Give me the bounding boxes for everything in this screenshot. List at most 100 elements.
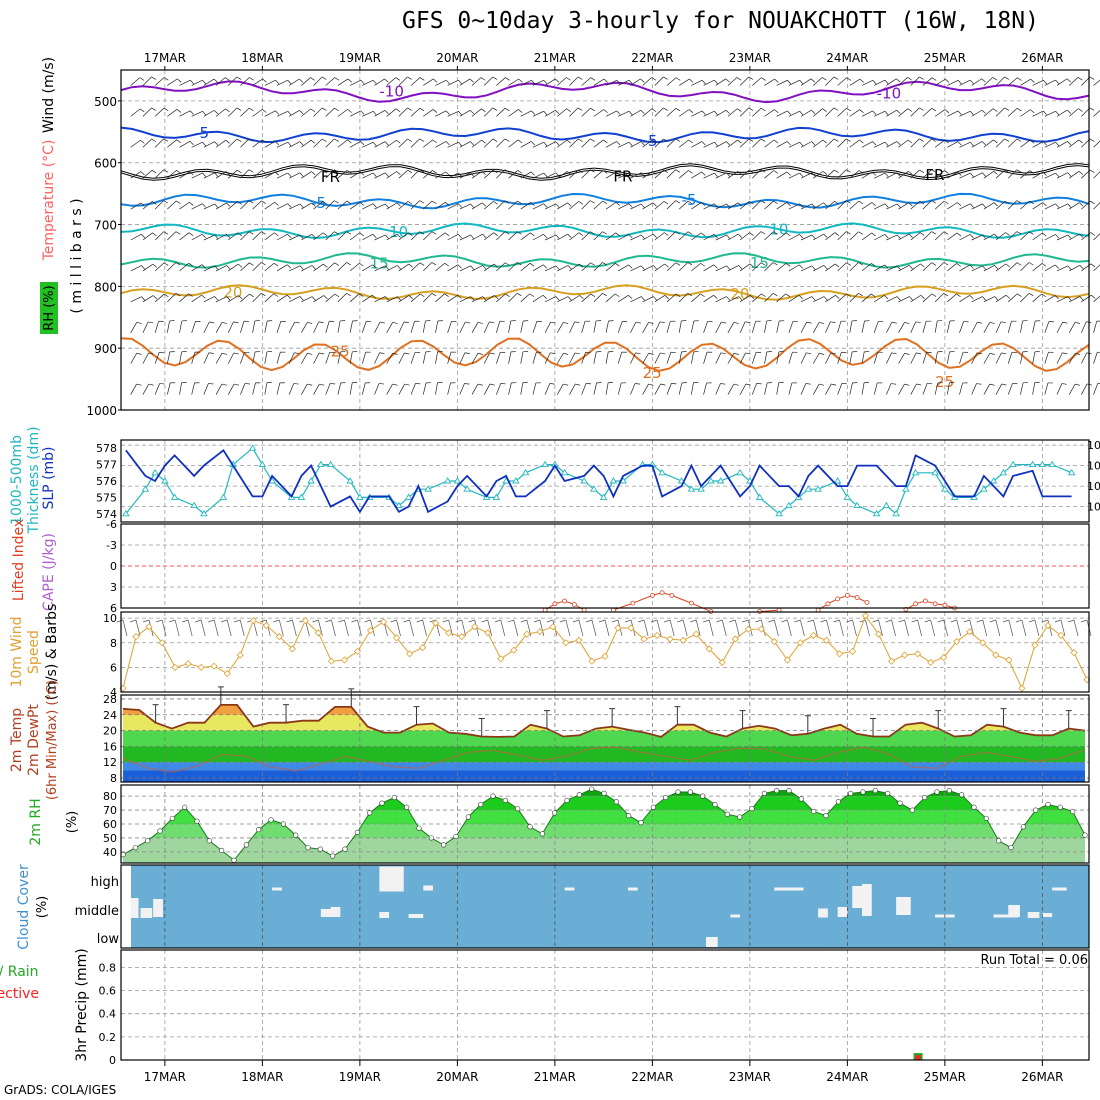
wind-barb	[1093, 233, 1100, 241]
wind-barb-flag	[992, 108, 998, 112]
wind-barb	[520, 141, 532, 148]
wind-barb	[569, 76, 579, 86]
wind-barb-flag	[543, 79, 548, 85]
wind-barb-flag	[433, 78, 438, 83]
wind-barb	[946, 320, 951, 333]
wind-barb	[605, 320, 609, 333]
wind-barb	[703, 321, 708, 333]
wind-barb-flag	[733, 383, 739, 386]
wind-barb	[910, 232, 921, 241]
wind-barb	[971, 296, 983, 303]
wind-barb-flag	[307, 352, 313, 355]
wind10-barb	[721, 619, 727, 637]
wind-barb-flag	[687, 262, 693, 266]
wind-barb-flag	[419, 138, 425, 142]
wind10-point	[458, 633, 466, 641]
cloud-block	[389, 887, 399, 891]
wind-barb-flag	[834, 232, 840, 236]
cloud-block	[1027, 912, 1040, 918]
wind-barb	[142, 321, 149, 333]
wind-barb	[886, 352, 892, 364]
wind10-point	[992, 651, 1000, 659]
wind-barb	[654, 295, 666, 303]
wind10-barb	[539, 619, 545, 637]
wind-barb-flag	[579, 263, 584, 268]
wind-barb-flag	[652, 202, 657, 207]
wind-barb-flag	[151, 138, 157, 142]
wind-barb-flag	[480, 77, 486, 81]
wind-barb-flag	[225, 171, 231, 176]
wind-barb	[459, 141, 471, 148]
wind-barb-flag	[274, 141, 280, 146]
wind-barb	[325, 138, 335, 148]
wind-barb	[995, 138, 1005, 148]
wind-barb-flag	[1016, 231, 1022, 235]
wind-barb	[788, 352, 793, 364]
wind-barb	[447, 141, 459, 148]
wind-barb-flag	[957, 141, 962, 146]
wind-barb-flag	[372, 233, 377, 239]
ylabel-lifted-index: Lifted Index	[11, 519, 27, 601]
wind-barb	[179, 232, 190, 241]
wind-barb	[264, 232, 275, 241]
ylabel-wind10-2: Speed	[26, 630, 42, 674]
wind-barb-flag	[859, 109, 864, 114]
wind-barb	[154, 169, 164, 179]
wind-barb-flag	[970, 141, 974, 147]
thickness-slp-panel: 5785775765755741016101410121010	[96, 439, 1100, 523]
wind-barb	[849, 382, 853, 395]
lifted-index-point	[552, 601, 558, 607]
wind10-tick-label: 8	[110, 637, 117, 650]
wind-barb	[325, 231, 335, 241]
wind-barb	[1093, 79, 1100, 86]
wind-barb	[581, 383, 587, 395]
wind-barb	[1068, 383, 1076, 395]
wind-barb-flag	[555, 296, 560, 301]
wind-barb	[264, 171, 276, 179]
wind-barb-flag	[237, 169, 242, 174]
wind-barb-flag	[616, 110, 621, 115]
wind-barb	[678, 351, 682, 364]
wind-barb-flag	[846, 262, 851, 266]
wind-barb	[483, 383, 491, 395]
wind-barb-flag	[213, 78, 218, 83]
wind-barb	[727, 322, 735, 333]
wind-barb	[422, 320, 426, 333]
wind-barb-flag	[700, 263, 705, 267]
wind-barb	[886, 296, 898, 303]
wind-barb-flag	[981, 141, 986, 146]
wind-barb	[971, 203, 983, 210]
wind-barb	[1032, 351, 1036, 364]
rh2m-point	[182, 804, 188, 810]
wind-barb-flag	[904, 383, 910, 386]
wind-barb-flag	[566, 139, 572, 144]
wind-barb	[739, 352, 746, 364]
wind10-tick-label: 4	[110, 686, 117, 699]
wind-barb	[313, 169, 323, 179]
wind10-point	[848, 647, 857, 655]
wind-barb	[630, 321, 637, 333]
wind-barb-flag	[261, 200, 266, 204]
wind-barb	[544, 296, 557, 303]
wind-barb	[435, 320, 439, 333]
wind-barb-flag	[543, 141, 548, 147]
wind-barb-flag	[275, 79, 280, 85]
grads-credit: GrADS: COLA/IGES	[4, 1083, 117, 1097]
lifted-index-point	[854, 595, 860, 600]
wind10-barb-flag	[364, 619, 371, 623]
wind-barb-flag	[139, 77, 145, 81]
wind-barb	[313, 201, 324, 210]
wind-barb	[435, 263, 445, 272]
wind-barb	[362, 172, 374, 179]
thickness-tick-label: 577	[96, 459, 117, 472]
wind-barb	[752, 293, 762, 303]
wind-barb	[471, 296, 483, 303]
wind-barb-flag	[141, 234, 146, 239]
wind-barb	[861, 141, 873, 148]
wind-barb-flag	[908, 233, 913, 238]
wind-barb	[447, 294, 458, 303]
wind-barb-flag	[907, 108, 913, 112]
wind-barb-flag	[871, 202, 877, 207]
wind-barb	[605, 171, 617, 179]
wind-barb-flag	[811, 141, 816, 146]
